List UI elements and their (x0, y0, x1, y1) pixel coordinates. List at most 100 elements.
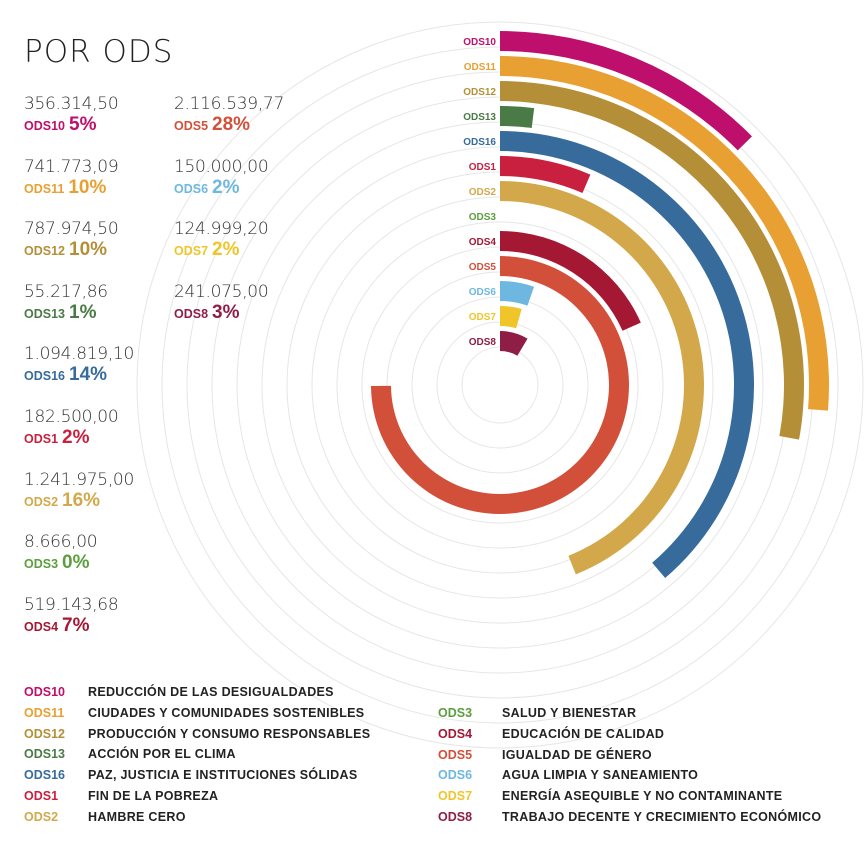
legend-name: AGUA LIMPIA Y SANEAMIENTO (502, 768, 699, 783)
stat-line: ODS13 1% (24, 302, 108, 325)
stat-ods10: 356.314,50 ODS10 5% (24, 94, 119, 137)
stat-line: ODS8 3% (174, 302, 268, 325)
legend-item-ods10: ODS10 REDUCCIÓN DE LAS DESIGUALDADES (24, 682, 334, 702)
stat-percentage: 2% (62, 427, 90, 448)
legend-item-ods16: ODS16 PAZ, JUSTICIA E INSTITUCIONES SÓLID… (24, 765, 357, 785)
bar-label-ods7: ODS7 (469, 312, 497, 323)
stat-ods2: 1.241.975,00 ODS2 16% (24, 470, 134, 513)
page-title: POR ODS (24, 34, 174, 70)
bar-ods2 (500, 180, 705, 575)
stat-line: ODS5 28% (174, 114, 284, 137)
legend-item-ods1: ODS1 FIN DE LA POBREZA (24, 786, 218, 806)
bar-ods4 (500, 231, 641, 331)
stat-code: ODS6 (174, 181, 209, 196)
stat-line: ODS7 2% (174, 239, 268, 262)
stat-line: ODS16 14% (24, 364, 134, 387)
bar-label-ods16: ODS16 (463, 137, 496, 148)
stat-line: ODS11 10% (24, 177, 118, 200)
stat-percentage: 5% (69, 114, 97, 135)
stat-code: ODS16 (24, 369, 65, 384)
legend-code: ODS16 (24, 768, 65, 783)
stat-percentage: 0% (62, 552, 90, 574)
stat-code: ODS8 (174, 306, 209, 321)
stat-percentage: 3% (212, 301, 240, 323)
bar-label-ods5: ODS5 (469, 262, 497, 273)
stat-amount: 150.000,00 (174, 156, 269, 177)
stat-ods3: 8.666,00 ODS3 0% (24, 532, 98, 575)
legend-name: IGUALDAD DE GÉNERO (502, 747, 652, 762)
stat-line: ODS3 0% (24, 552, 97, 575)
stat-code: ODS3 (24, 557, 59, 572)
bar-ods7 (500, 306, 522, 329)
stat-code: ODS1 (24, 432, 59, 446)
stat-percentage: 10% (69, 239, 108, 261)
stat-percentage: 14% (69, 364, 108, 386)
stat-amount: 787.974,50 (24, 219, 119, 240)
stat-ods13: 55.217,86 ODS13 1% (24, 282, 108, 325)
bar-label-ods13: ODS13 (463, 112, 496, 123)
stat-amount: 182.500,00 (24, 407, 119, 427)
legend-name: PRODUCCIÓN Y CONSUMO RESPONSABLES (88, 726, 371, 741)
legend-item-ods13: ODS13 ACCIÓN POR EL CLIMA (24, 744, 236, 764)
stat-ods4: 519.143,68 ODS4 7% (24, 595, 119, 638)
stat-amount: 124.999,20 (174, 219, 269, 240)
stat-amount: 8.666,00 (24, 532, 98, 553)
bar-ods8 (500, 331, 528, 356)
legend-name: TRABAJO DECENTE Y CRECIMIENTO ECONÓMICO (502, 810, 822, 824)
bar-label-ods12: ODS12 (463, 87, 496, 98)
legend-item-ods7: ODS7 ENERGÍA ASEQUIBLE Y NO CONTAMINANTE (438, 786, 782, 806)
stat-code: ODS10 (24, 119, 65, 133)
bar-label-ods6: ODS6 (469, 287, 497, 298)
legend-code: ODS11 (24, 705, 65, 720)
stat-amount: 741.773,09 (24, 156, 119, 177)
stat-percentage: 7% (62, 614, 90, 636)
stat-ods16: 1.094.819,10 ODS16 14% (24, 344, 134, 387)
stat-line: ODS12 10% (24, 239, 118, 262)
legend-name: REDUCCIÓN DE LAS DESIGUALDADES (88, 685, 334, 699)
stat-code: ODS12 (24, 244, 65, 259)
stat-ods6: 150.000,00 ODS6 2% (174, 156, 269, 200)
stat-ods12: 787.974,50 ODS12 10% (24, 219, 119, 262)
stat-line: ODS1 2% (24, 427, 118, 450)
legend-item-ods8: ODS8 TRABAJO DECENTE Y CRECIMIENTO ECONÓM… (438, 807, 821, 827)
legend-code: ODS4 (438, 726, 473, 741)
stat-percentage: 16% (62, 489, 101, 511)
legend-code: ODS3 (438, 706, 473, 720)
stat-code: ODS11 (24, 181, 65, 196)
legend-name: HAMBRE CERO (88, 809, 186, 824)
stat-ods5: 2.116.539,77 ODS5 28% (174, 94, 284, 137)
stat-code: ODS13 (24, 306, 65, 321)
bar-label-ods10: ODS10 (463, 37, 496, 48)
legend-name: EDUCACIÓN DE CALIDAD (502, 726, 665, 741)
stat-amount: 241.075,00 (174, 281, 269, 302)
stat-line: ODS6 2% (174, 177, 268, 200)
bar-label-ods4: ODS4 (469, 237, 497, 248)
stat-ods11: 741.773,09 ODS11 10% (24, 156, 119, 200)
legend-item-ods5: ODS5 IGUALDAD DE GÉNERO (438, 745, 652, 765)
bar-label-ods11: ODS11 (464, 62, 497, 73)
legend-code: ODS7 (438, 789, 473, 804)
stat-amount: 1.094.819,10 (24, 344, 134, 365)
legend-item-ods12: ODS12 PRODUCCIÓN Y CONSUMO RESPONSABLES (24, 724, 370, 744)
stat-amount: 2.116.539,77 (174, 94, 284, 114)
legend-item-ods4: ODS4 EDUCACIÓN DE CALIDAD (438, 724, 664, 744)
legend-code: ODS5 (438, 747, 473, 762)
stat-code: ODS2 (24, 494, 59, 509)
bar-ods6 (500, 281, 535, 306)
legend-name: PAZ, JUSTICIA E INSTITUCIONES SÓLIDAS (88, 768, 358, 783)
bar-ods16 (500, 131, 754, 578)
stat-percentage: 28% (212, 114, 251, 135)
legend-name: CIUDADES Y COMUNIDADES SOSTENIBLES (88, 705, 365, 720)
stat-amount: 55.217,86 (24, 281, 108, 302)
legend-code: ODS13 (24, 747, 65, 762)
stat-percentage: 1% (69, 301, 97, 323)
stat-amount: 356.314,50 (24, 94, 119, 114)
stat-line: ODS4 7% (24, 615, 118, 638)
legend-item-ods6: ODS6 AGUA LIMPIA Y SANEAMIENTO (438, 765, 698, 785)
bar-ods1 (500, 156, 591, 193)
stat-ods7: 124.999,20 ODS7 2% (174, 219, 269, 262)
legend-code: ODS8 (438, 810, 473, 824)
stat-line: ODS2 16% (24, 490, 134, 513)
bar-ods13 (500, 106, 535, 128)
